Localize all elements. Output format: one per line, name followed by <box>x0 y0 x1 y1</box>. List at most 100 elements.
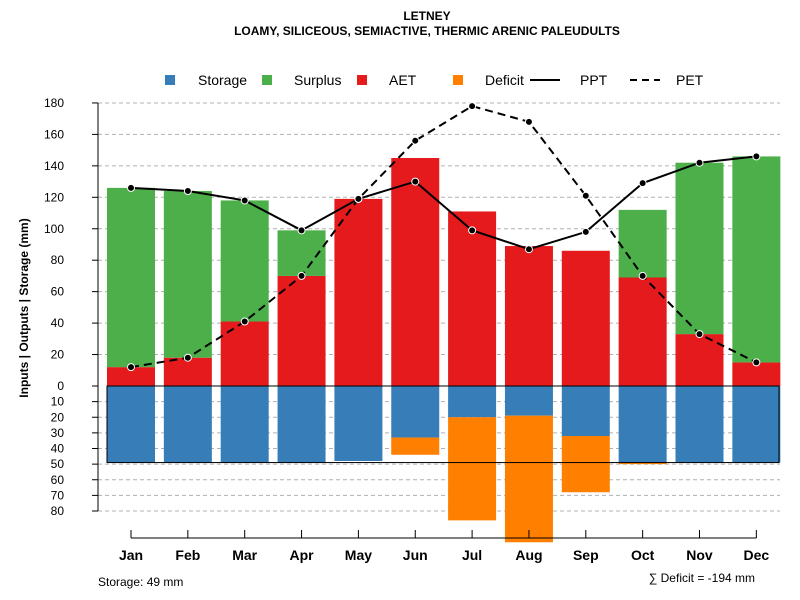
bar-aet <box>561 250 610 386</box>
bar-storage <box>107 386 155 463</box>
x-tick-label: Feb <box>175 547 200 563</box>
point-ppt <box>638 179 647 188</box>
y-axis-label: Inputs | Outputs | Storage (mm) <box>17 218 31 397</box>
bar-storage <box>334 386 383 461</box>
chart-subtitle: LOAMY, SILICEOUS, SEMIACTIVE, THERMIC AR… <box>234 24 620 38</box>
legend-label: Deficit <box>485 72 524 88</box>
bar-surplus <box>163 191 212 358</box>
legend-label: PET <box>676 72 704 88</box>
point-pet <box>240 317 249 326</box>
legend: Storage Surplus AET Deficit PPT PET <box>165 72 704 88</box>
x-tick-label: Oct <box>631 547 655 563</box>
bar-storage <box>618 386 667 463</box>
x-tick-label: Sep <box>573 547 599 563</box>
bar-aet <box>277 275 326 386</box>
y-tick-label: 30 <box>51 426 65 440</box>
point-ppt <box>581 227 590 236</box>
x-tick-label: Nov <box>686 547 713 563</box>
bars <box>107 156 781 543</box>
bar-aet <box>504 246 553 386</box>
point-pet <box>297 271 306 280</box>
storage-capacity-box <box>106 385 780 464</box>
legend-swatch <box>262 75 272 85</box>
bar-aet <box>732 362 781 386</box>
point-ppt <box>468 226 477 235</box>
point-ppt <box>411 177 420 186</box>
x-tick-label: May <box>345 547 372 563</box>
point-ppt <box>240 196 249 205</box>
bar-aet <box>618 277 667 386</box>
bar-deficit <box>618 462 667 465</box>
bar-storage <box>561 386 610 436</box>
x-tick-label: Aug <box>515 547 542 563</box>
point-pet <box>695 330 704 339</box>
point-pet <box>411 136 420 145</box>
point-pet <box>127 363 135 372</box>
legend-label: Surplus <box>294 72 341 88</box>
y-tick-label: 80 <box>51 253 65 267</box>
point-pet <box>468 102 477 111</box>
y-tick-label: 160 <box>44 127 64 141</box>
point-pet <box>581 191 590 200</box>
bar-storage <box>448 386 497 418</box>
y-tick-label: 40 <box>51 316 65 330</box>
y-tick-label: 40 <box>51 442 65 456</box>
bar-deficit <box>504 415 553 543</box>
x-tick-label: Jan <box>119 547 143 563</box>
point-ppt <box>354 194 363 203</box>
storage-footnote: Storage: 49 mm <box>98 575 183 589</box>
y-tick-label: 10 <box>51 395 65 409</box>
bar-aet <box>334 198 383 386</box>
y-tick-label: 100 <box>44 222 64 236</box>
bar-deficit <box>561 436 610 493</box>
y-tick-label: 140 <box>44 159 64 173</box>
bar-surplus <box>675 162 724 335</box>
deficit-sum-footnote: ∑ Deficit = -194 mm <box>649 571 755 585</box>
point-ppt <box>752 152 761 161</box>
bar-storage <box>163 386 212 463</box>
bar-storage <box>732 386 781 463</box>
bar-surplus <box>220 200 269 322</box>
point-pet <box>752 358 761 367</box>
point-pet <box>638 271 647 280</box>
bar-surplus <box>618 209 667 278</box>
point-ppt <box>183 187 192 196</box>
legend-label: PPT <box>580 72 608 88</box>
y-tick-label: 120 <box>44 190 64 204</box>
y-tick-label: 20 <box>51 348 65 362</box>
x-tick-label: Jun <box>403 547 428 563</box>
bar-aet <box>163 357 212 386</box>
bar-storage <box>277 386 326 463</box>
y-tick-label: 50 <box>51 457 65 471</box>
line-pet <box>130 105 757 369</box>
bar-surplus <box>732 156 781 363</box>
bar-aet <box>391 157 440 386</box>
bar-storage <box>220 386 269 463</box>
bar-deficit <box>448 417 497 521</box>
x-tick-label: Apr <box>289 547 314 563</box>
bar-storage <box>675 386 724 463</box>
x-tick-label: Jul <box>462 547 482 563</box>
x-axis: Jan Feb Mar Apr May Jun Jul Aug Sep Oct Nov Dec <box>119 530 769 563</box>
y-tick-label: 0 <box>57 379 64 393</box>
y-tick-label: 80 <box>51 504 65 518</box>
bar-storage <box>391 386 440 438</box>
y-tick-label: 20 <box>51 410 65 424</box>
line-ppt <box>130 155 757 251</box>
point-ppt <box>695 158 704 167</box>
bar-storage <box>504 386 553 416</box>
y-tick-label: 60 <box>51 285 65 299</box>
point-pet <box>183 353 192 362</box>
bar-aet <box>675 334 724 386</box>
y-tick-label: 70 <box>51 488 65 502</box>
bar-aet <box>448 211 497 386</box>
bar-aet <box>107 367 155 386</box>
point-ppt <box>127 183 135 192</box>
bar-deficit <box>391 437 440 455</box>
point-pet <box>524 117 533 126</box>
x-tick-label: Mar <box>232 547 257 563</box>
legend-swatch <box>165 75 175 85</box>
bar-surplus <box>107 187 155 368</box>
